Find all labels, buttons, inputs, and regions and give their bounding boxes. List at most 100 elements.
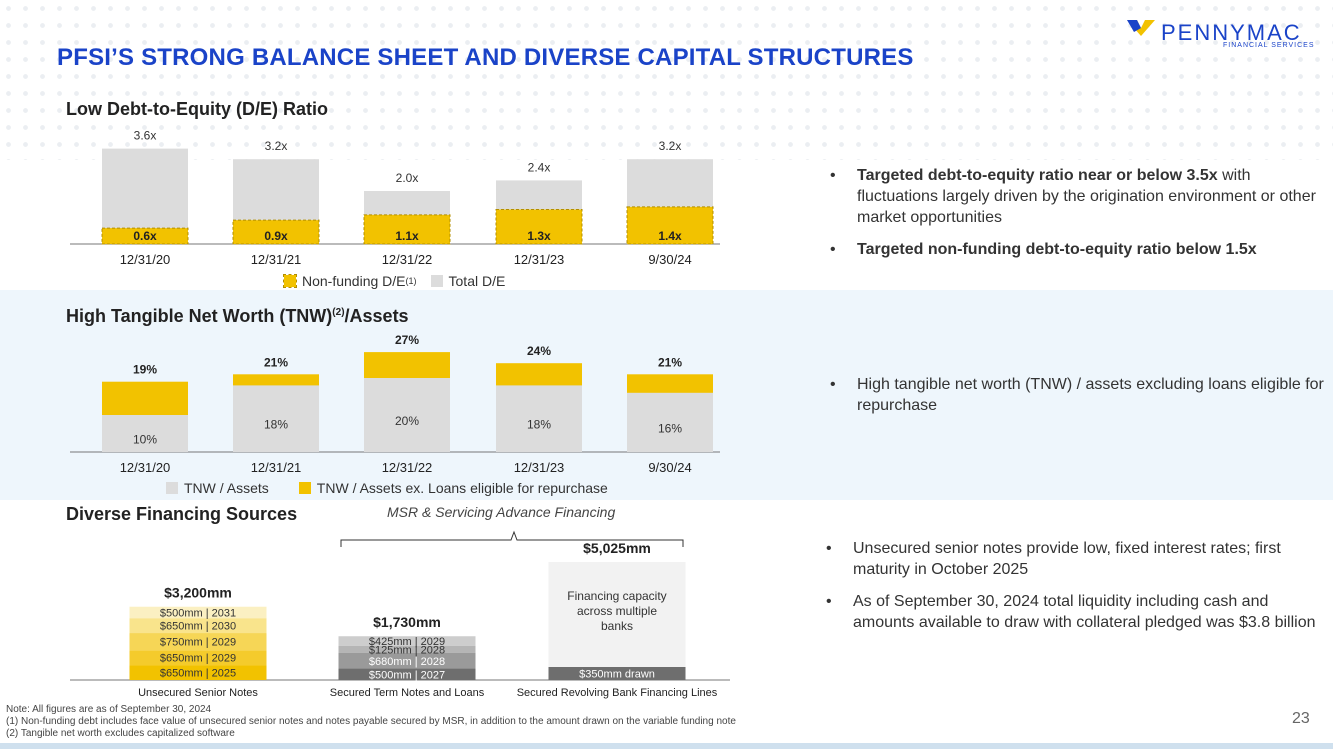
financing-segment-label: $125mm | 2028 [369, 644, 445, 656]
tnw-bar [627, 392, 713, 452]
tnw-label: 18% [527, 418, 551, 432]
nonfunding-de-label: 0.6x [133, 229, 157, 243]
financing-segment [338, 652, 476, 669]
financing-segment-label: $500mm | 2027 [369, 669, 445, 681]
financing-segment-label: $650mm | 2029 [160, 653, 236, 665]
financing-segment-label: $650mm | 2025 [160, 668, 236, 680]
tnw-bar [364, 378, 450, 452]
tnw-bullets: High tangible net worth (TNW) / assets e… [830, 374, 1325, 427]
brand-name: PENNYMAC [1161, 20, 1302, 45]
tnw-ex-label: 21% [264, 355, 288, 369]
footnote-0: Note: All figures are as of September 30… [6, 704, 212, 715]
financing-chart: $650mm | 2025 $650mm | 2029 $750mm | 2029 $… [70, 530, 730, 699]
financing-segment [129, 650, 267, 666]
financing-segment-label: $350mm drawn [579, 669, 655, 681]
tnw-ex-label: 21% [658, 355, 682, 369]
nonfunding-de-bar [363, 214, 451, 245]
de-section-title: Low Debt-to-Equity (D/E) Ratio [66, 99, 328, 119]
tnw-ex-label: 24% [527, 344, 551, 358]
de-chart: 3.6x 0.6x 12/31/20 3.2x 0.9x 12/31/21 2.0x 1.1x… [70, 129, 720, 267]
nonfunding-de-label: 1.3x [527, 229, 551, 243]
footnotes: Note: All figures are as of September 30… [6, 704, 736, 740]
fin-bullet-2: As of September 30, 2024 total liquidity… [826, 591, 1321, 633]
tnw-label: 20% [395, 414, 419, 428]
nonfunding-de-bar [626, 206, 714, 245]
financing-segment [338, 645, 476, 653]
tnw-legend: TNW / Assets TNW / Assets ex. Loans elig… [166, 480, 608, 496]
bottom-decorative-stripe [0, 743, 1333, 749]
financing-segment [338, 668, 476, 680]
dot-pattern-background [0, 0, 1333, 160]
x-tick-label: 12/31/22 [382, 460, 433, 475]
total-de-label: 2.4x [528, 160, 551, 174]
nonfunding-de-bar [101, 227, 189, 245]
legend-swatch-total [430, 275, 443, 287]
nonfunding-de-bar [232, 219, 320, 245]
page-title: PFSI’S STRONG BALANCE SHEET AND DIVERSE … [57, 44, 914, 71]
fin-bullets: Unsecured senior notes provide low, fixe… [826, 538, 1321, 644]
nonfunding-de-label: 0.9x [264, 229, 288, 243]
total-de-label: 3.6x [134, 129, 157, 143]
financing-segment-label: $680mm | 2028 [369, 656, 445, 668]
tnw-bar [233, 385, 319, 452]
tnw-label: 18% [264, 418, 288, 432]
x-tick-label: 12/31/20 [120, 460, 171, 475]
tnw-title-b: /Assets [344, 306, 409, 326]
x-tick-label: 12/31/22 [382, 252, 433, 267]
x-tick-label: 12/31/23 [514, 252, 565, 267]
nonfunding-de-label: 1.4x [658, 229, 682, 243]
financing-segment-label: Financing capacity across multiple banks [567, 589, 666, 633]
legend-label-total: Total D/E [448, 273, 506, 289]
legend-swatch-nonfunding [283, 274, 297, 288]
de-bullet-1: Targeted debt-to-equity ratio near or be… [830, 165, 1325, 228]
footnote-2: (2) Tangible net worth excludes capitali… [6, 728, 235, 739]
total-de-label: 2.0x [396, 171, 419, 185]
tnw-section-title: High Tangible Net Worth (TNW)(2)/Assets [66, 306, 409, 327]
tnw-title-a: High Tangible Net Worth (TNW) [66, 306, 333, 326]
legend-label-nonfunding: Non-funding D/E [302, 273, 406, 289]
tnw-ex-label: 19% [133, 363, 157, 377]
financing-segment-label: $500mm | 2031 [160, 607, 236, 619]
de-bullet-2: Targeted non-funding debt-to-equity rati… [830, 239, 1325, 260]
tnw-title-sup: (2) [332, 307, 345, 318]
x-tick-label: 9/30/24 [648, 460, 691, 475]
fin-section-title: Diverse Financing Sources [66, 504, 298, 524]
financing-total-label: $3,200mm [164, 585, 232, 601]
tnw-label: 16% [658, 421, 682, 435]
brand-subtitle: FINANCIAL SERVICES [1223, 42, 1315, 49]
x-tick-label: 12/31/23 [514, 460, 565, 475]
tnw-bar [496, 385, 582, 452]
financing-segment-label: $750mm | 2029 [160, 637, 236, 649]
de-bullets: Targeted debt-to-equity ratio near or be… [830, 165, 1325, 271]
x-tick-label: 9/30/24 [648, 252, 691, 267]
page-number: 23 [1292, 710, 1310, 727]
financing-segment [129, 665, 267, 680]
financing-category-label: Secured Term Notes and Loans [330, 687, 485, 699]
tnw-ex-label: 27% [395, 333, 419, 347]
tnw-label: 10% [133, 433, 157, 447]
msr-bracket-label: MSR & Servicing Advance Financing [387, 504, 616, 520]
nonfunding-de-bar [495, 209, 583, 245]
legend-label-tnw-ex: TNW / Assets ex. Loans eligible for repu… [316, 480, 608, 496]
tnw-bullet-1: High tangible net worth (TNW) / assets e… [830, 374, 1325, 416]
msr-bracket [340, 530, 684, 547]
nonfunding-de-label: 1.1x [395, 229, 419, 243]
tnw-chart: 19% 10% 12/31/20 21% 18% 12/31/21 27% 20% 12/31/… [70, 333, 720, 475]
de-bullet-1-bold: Targeted debt-to-equity ratio near or be… [857, 167, 1218, 184]
financing-segment [548, 667, 686, 680]
legend-swatch-tnw [166, 482, 178, 494]
financing-segment [129, 606, 267, 619]
fin-bullet-1: Unsecured senior notes provide low, fixe… [826, 538, 1321, 580]
pennymac-logo-icon [1127, 20, 1155, 36]
financing-total-label: $5,025mm [583, 540, 651, 556]
financing-category-label: Secured Revolving Bank Financing Lines [517, 687, 718, 699]
total-de-label: 3.2x [659, 139, 682, 153]
de-legend: Non-funding D/E (1) Total D/E [283, 273, 506, 289]
financing-segment [129, 633, 267, 651]
x-tick-label: 12/31/21 [251, 460, 302, 475]
total-de-label: 3.2x [265, 139, 288, 153]
financing-category-label: Unsecured Senior Notes [138, 687, 258, 699]
financing-segment-label: $425mm | 2029 [369, 636, 445, 648]
x-tick-label: 12/31/20 [120, 252, 171, 267]
legend-label-tnw: TNW / Assets [184, 480, 269, 496]
